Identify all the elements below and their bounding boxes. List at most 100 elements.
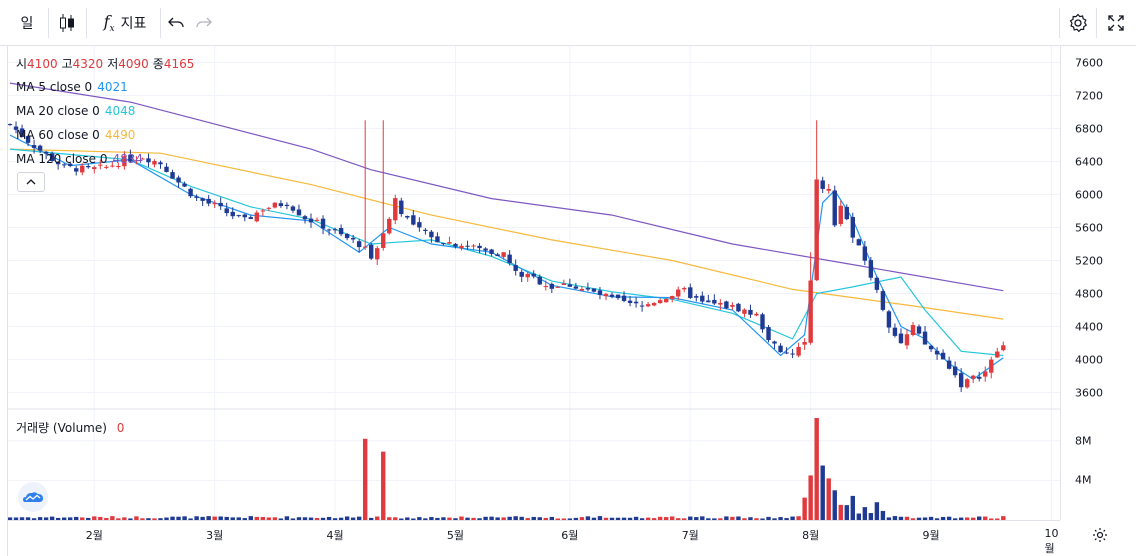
volume-bar <box>507 516 512 520</box>
price-axis[interactable]: 3600 4000 4400 4800 5200 5600 6000 6400 6800 7200… <box>1060 46 1136 520</box>
price-tick-label: 6000 <box>1075 188 1103 201</box>
volume-bar <box>591 517 597 520</box>
price-volume-chart[interactable] <box>8 46 1060 520</box>
function-icon: fx <box>103 11 115 35</box>
toolbar-divider <box>160 8 161 38</box>
volume-bar <box>748 517 753 520</box>
candle-body <box>958 373 964 388</box>
top-toolbar: 일 fx 지표 <box>0 0 1136 46</box>
candle-body <box>344 233 350 239</box>
ma-legend-row[interactable]: MA 20 close 0 4048 <box>16 103 135 119</box>
volume-bar <box>585 516 591 520</box>
candle-body <box>447 242 452 244</box>
undo-button[interactable] <box>164 7 188 39</box>
time-tick-label: 3월 <box>206 529 224 542</box>
ma-legend-label: MA 20 close 0 <box>16 104 100 118</box>
ma-legend-row[interactable]: MA 120 close 0 4834 <box>16 151 143 167</box>
volume-bar <box>700 516 705 520</box>
candle-body <box>808 280 813 343</box>
candle-body <box>254 212 260 222</box>
volume-bar <box>98 516 103 520</box>
volume-bar <box>182 516 187 520</box>
candle-body <box>212 203 217 205</box>
tradingview-logo[interactable] <box>18 482 48 512</box>
candle-body <box>814 179 819 281</box>
candle-body <box>405 216 410 218</box>
candle-body <box>856 239 862 246</box>
volume-bar <box>537 517 542 520</box>
volume-bar <box>176 516 181 520</box>
volume-bar <box>609 517 615 520</box>
gear-icon <box>1069 13 1088 33</box>
settings-button[interactable] <box>1064 7 1092 39</box>
candle-body <box>820 180 825 189</box>
time-axis[interactable]: 2월 3월 4월 5월 6월 7월 8월 9월 10월 <box>8 520 1107 556</box>
ma-legend-row[interactable]: MA 60 close 0 4490 <box>16 127 135 143</box>
volume-bar <box>302 517 308 520</box>
candle-body <box>597 290 603 295</box>
candle-body <box>573 286 579 289</box>
volume-bar <box>880 510 886 520</box>
volume-bar <box>49 516 55 520</box>
volume-bar <box>206 516 211 520</box>
indicators-button[interactable]: fx 지표 <box>94 7 156 39</box>
volume-bar <box>8 517 13 520</box>
candle-body <box>904 334 910 346</box>
volume-bar <box>964 517 970 520</box>
volume-bar <box>236 517 241 520</box>
volume-bar <box>543 517 548 520</box>
candle-body <box>971 375 976 379</box>
time-axis-settings-icon[interactable] <box>1092 527 1108 543</box>
price-tick-label: 4800 <box>1075 287 1103 300</box>
candle-body <box>453 243 458 247</box>
ma-line <box>9 82 1004 292</box>
ohlc-key: 종 <box>152 57 164 71</box>
volume-bar <box>513 516 518 520</box>
volume-bar <box>43 517 49 520</box>
volume-bar <box>248 516 253 520</box>
legend-collapse-button[interactable] <box>17 172 45 192</box>
redo-button[interactable] <box>192 7 216 39</box>
price-tick-label: 4400 <box>1075 320 1103 333</box>
volume-bar <box>850 495 855 520</box>
price-tick-label: 6400 <box>1075 155 1103 168</box>
volume-bar <box>995 518 1000 520</box>
interval-button[interactable]: 일 <box>10 7 44 39</box>
volume-tick-label: 4M <box>1075 473 1092 487</box>
ma-legend-label: MA 120 close 0 <box>16 152 108 166</box>
price-tick-label: 7200 <box>1075 89 1103 102</box>
ma-legend-row[interactable]: MA 5 close 0 4021 <box>16 79 128 95</box>
candle-body <box>8 124 13 126</box>
volume-bar <box>140 518 145 520</box>
volume-bar <box>651 518 657 520</box>
volume-bar <box>579 517 585 520</box>
volume-bar <box>296 517 302 520</box>
time-tick-label: 7월 <box>681 529 699 542</box>
volume-bar <box>910 518 916 520</box>
candle-body <box>423 229 428 232</box>
candle-body <box>302 216 308 220</box>
volume-bar <box>495 517 500 520</box>
candle-body <box>910 325 916 336</box>
candle-body <box>688 287 693 298</box>
volume-bar <box>435 517 440 520</box>
volume-bar <box>730 516 735 520</box>
volume-bar <box>531 516 536 520</box>
ma-legend-value: 4048 <box>104 104 136 118</box>
volume-bar <box>663 517 669 520</box>
candle-body <box>134 160 139 162</box>
candle-body <box>272 202 278 208</box>
volume-bar <box>284 516 290 520</box>
volume-bar <box>441 517 446 520</box>
price-tick-label: 5200 <box>1075 254 1103 267</box>
volume-bar <box>736 516 741 520</box>
fullscreen-button[interactable] <box>1102 7 1130 39</box>
candle-body <box>844 206 849 220</box>
candle-body <box>790 353 795 355</box>
candle-body <box>946 360 952 369</box>
candle-body <box>290 206 296 211</box>
ohlc-value: 4090 <box>118 57 149 71</box>
candle-body <box>381 233 386 248</box>
candle-body <box>657 300 663 304</box>
chart-type-button[interactable] <box>52 7 82 39</box>
